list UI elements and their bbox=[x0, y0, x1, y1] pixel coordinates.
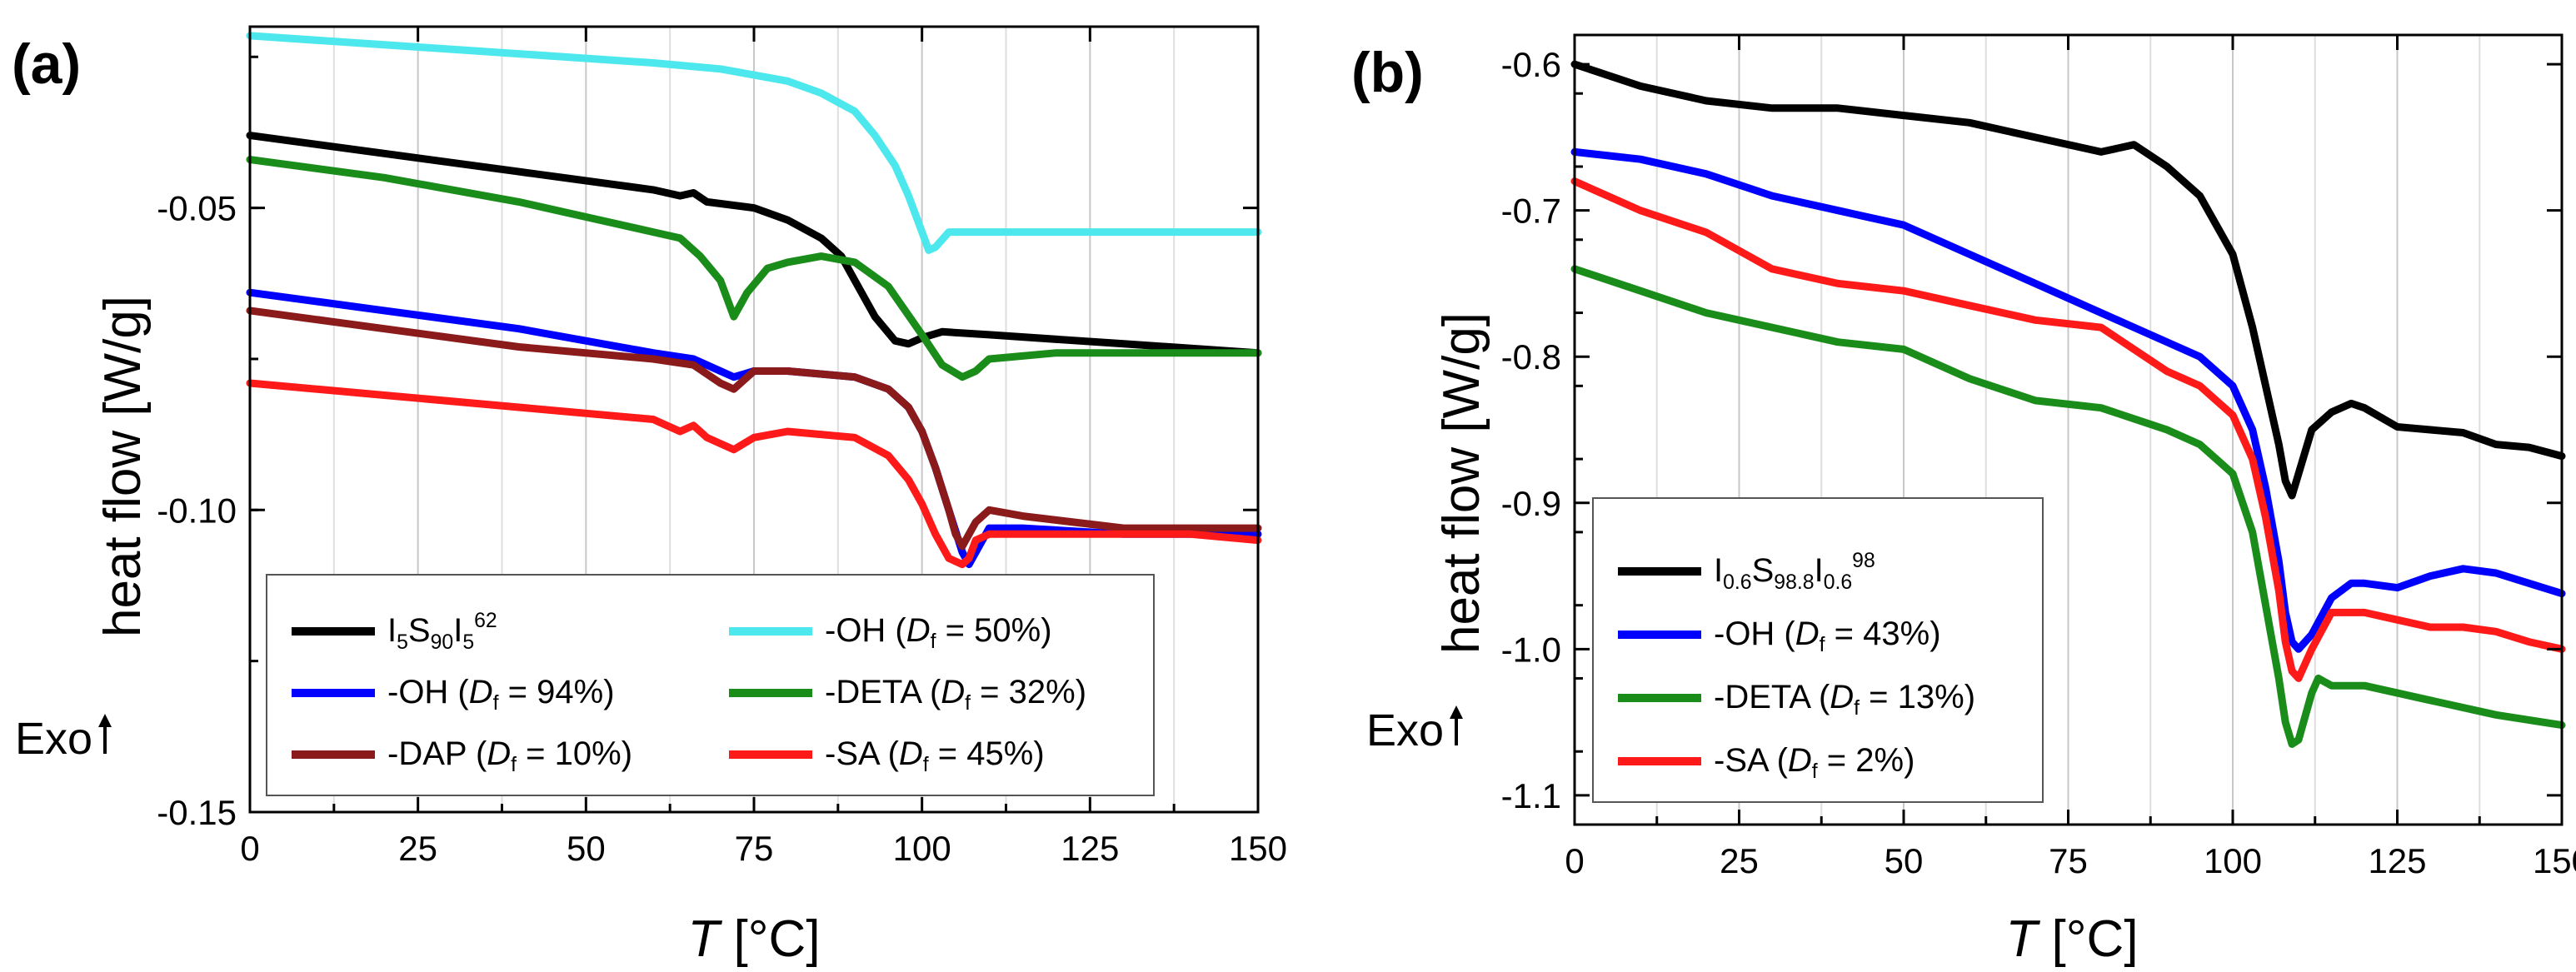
panel-label: (a) bbox=[12, 32, 81, 96]
x-tick-label: 25 bbox=[398, 829, 437, 868]
x-tick-label: 0 bbox=[1565, 841, 1584, 880]
x-tick-label: 150 bbox=[2533, 841, 2576, 880]
exo-label: Exo bbox=[15, 714, 92, 764]
y-tick-label: -0.9 bbox=[1501, 484, 1561, 523]
legend-entry-1: -OH (Df = 50%) bbox=[825, 612, 1052, 653]
legend-entry-2: -DETA (Df = 13%) bbox=[1714, 679, 1975, 720]
series-line-1 bbox=[1570, 147, 2566, 653]
x-axis-label: T [°C] bbox=[2005, 910, 2138, 968]
series-line-0 bbox=[1570, 60, 2566, 500]
y-axis-label: heat flow [W/g] bbox=[94, 296, 152, 637]
panel-label: (b) bbox=[1351, 41, 1424, 104]
legend-entry-3: -SA (Df = 2%) bbox=[1714, 742, 1915, 783]
x-tick-label: 125 bbox=[2368, 841, 2426, 880]
x-tick-label: 75 bbox=[2049, 841, 2088, 880]
series-line-3 bbox=[1570, 177, 2566, 682]
legend-entry-4: -DAP (Df = 10%) bbox=[387, 735, 632, 776]
series-line-3 bbox=[246, 156, 1262, 381]
legend-entry-3: -DETA (Df = 32%) bbox=[825, 674, 1086, 715]
exo-label: Exo bbox=[1366, 705, 1444, 755]
y-tick-label: -1.0 bbox=[1501, 630, 1561, 669]
y-tick-label: -0.10 bbox=[157, 491, 237, 530]
y-tick-label: -0.8 bbox=[1501, 337, 1561, 376]
y-tick-label: -0.15 bbox=[157, 793, 237, 832]
y-tick-label: -0.6 bbox=[1501, 45, 1561, 84]
legend-entry-0: I5S90I562 bbox=[387, 610, 497, 654]
exo-arrowhead-icon bbox=[98, 714, 112, 727]
legend-box bbox=[266, 574, 1155, 796]
y-axis-label: heat flow [W/g] bbox=[1433, 312, 1490, 654]
x-tick-label: 75 bbox=[735, 829, 774, 868]
series-line-5 bbox=[246, 379, 1262, 569]
x-tick-label: 125 bbox=[1061, 829, 1119, 868]
x-tick-label: 100 bbox=[893, 829, 951, 868]
series-line-4 bbox=[246, 307, 1262, 551]
x-tick-label: 0 bbox=[240, 829, 259, 868]
x-tick-label: 25 bbox=[1720, 841, 1759, 880]
legend-entry-2: -OH (Df = 94%) bbox=[387, 674, 615, 715]
series-line-2 bbox=[1570, 265, 2566, 748]
y-tick-label: -0.7 bbox=[1501, 192, 1561, 231]
x-tick-label: 50 bbox=[567, 829, 606, 868]
x-tick-label: 50 bbox=[1885, 841, 1924, 880]
exo-arrowhead-icon bbox=[1450, 705, 1463, 719]
x-tick-label: 100 bbox=[2204, 841, 2262, 880]
y-tick-label: -0.05 bbox=[157, 189, 237, 228]
chart-panel-b: 0 25 50 75 100 125 150 -1.1 -1.0 -0.9 -0.8 -0.7 -0.6… bbox=[1351, 33, 2576, 968]
chart-panel-a: 0 25 50 75 100 125 150 -0.15 -0.10 -0.05 (a) heat f… bbox=[12, 25, 1287, 968]
legend-entry-0: I0.6S98.8I0.698 bbox=[1714, 550, 1875, 594]
legend-entry-5: -SA (Df = 45%) bbox=[825, 735, 1045, 776]
series-line-1 bbox=[246, 32, 1262, 254]
x-axis-label: T [°C] bbox=[687, 910, 820, 968]
series-line-0 bbox=[246, 132, 1262, 357]
y-tick-label: -1.1 bbox=[1501, 776, 1561, 815]
legend-box bbox=[1592, 497, 2044, 803]
x-tick-label: 150 bbox=[1229, 829, 1287, 868]
legend-entry-1: -OH (Df = 43%) bbox=[1714, 616, 1941, 656]
